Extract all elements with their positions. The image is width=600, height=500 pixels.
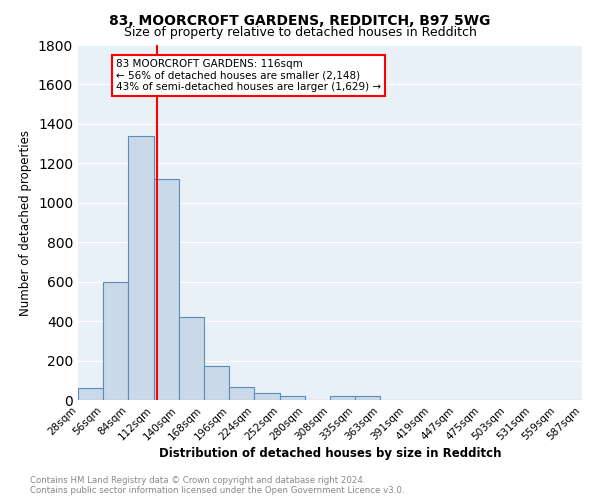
Bar — [355, 396, 380, 400]
Y-axis label: Number of detached properties: Number of detached properties — [19, 130, 32, 316]
Bar — [229, 387, 254, 400]
Text: 83, MOORCROFT GARDENS, REDDITCH, B97 5WG: 83, MOORCROFT GARDENS, REDDITCH, B97 5WG — [109, 14, 491, 28]
X-axis label: Distribution of detached houses by size in Redditch: Distribution of detached houses by size … — [159, 448, 501, 460]
Bar — [103, 282, 128, 400]
Text: Contains HM Land Registry data © Crown copyright and database right 2024.
Contai: Contains HM Land Registry data © Crown c… — [30, 476, 404, 495]
Bar — [254, 393, 280, 400]
Bar — [280, 396, 305, 400]
Bar — [78, 388, 103, 400]
Bar — [128, 136, 154, 400]
Bar — [204, 366, 229, 400]
Text: Size of property relative to detached houses in Redditch: Size of property relative to detached ho… — [124, 26, 476, 39]
Bar — [179, 317, 204, 400]
Text: 83 MOORCROFT GARDENS: 116sqm
← 56% of detached houses are smaller (2,148)
43% of: 83 MOORCROFT GARDENS: 116sqm ← 56% of de… — [116, 59, 381, 92]
Bar — [154, 179, 179, 400]
Bar — [330, 396, 355, 400]
